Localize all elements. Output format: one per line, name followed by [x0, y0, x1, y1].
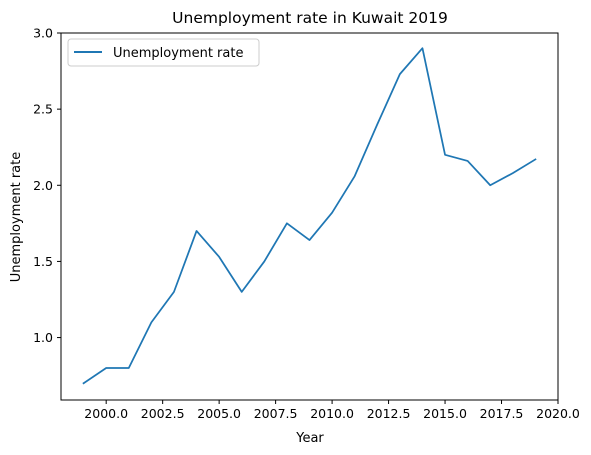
y-tick-label: 3.0: [33, 26, 53, 41]
x-tick-label: 2005.0: [197, 406, 241, 421]
x-tick-label: 2007.5: [254, 406, 298, 421]
chart-title: Unemployment rate in Kuwait 2019: [172, 9, 448, 27]
x-tick-label: 2010.0: [310, 406, 354, 421]
x-tick-label: 2000.0: [84, 406, 128, 421]
plot-area: [60, 32, 559, 401]
x-tick-label: 2015.0: [423, 406, 467, 421]
x-axis: 2000.0 2002.5 2005.0 2007.5 2010.0 2012.5 2015…: [84, 400, 580, 421]
y-axis: 1.0 1.5 2.0 2.5 3.0: [33, 26, 61, 345]
series-line-unemployment-rate: [82, 47, 537, 385]
x-tick-label: 2017.5: [480, 406, 524, 421]
legend-label: Unemployment rate: [113, 46, 243, 61]
series-layer: [82, 47, 537, 385]
y-tick-label: 2.5: [33, 102, 53, 117]
x-tick-label: 2020.0: [536, 406, 580, 421]
x-tick-label: 2002.5: [141, 406, 185, 421]
legend-box: [67, 38, 260, 67]
y-tick-label: 1.0: [33, 330, 53, 345]
y-tick-label: 1.5: [33, 254, 53, 269]
x-tick-label: 2012.5: [367, 406, 411, 421]
y-axis-title: Unemployment rate: [9, 152, 24, 282]
x-axis-title: Year: [295, 431, 324, 446]
axes-frame: [60, 32, 559, 401]
legend: Unemployment rate: [67, 38, 260, 67]
y-tick-label: 2.0: [33, 178, 53, 193]
